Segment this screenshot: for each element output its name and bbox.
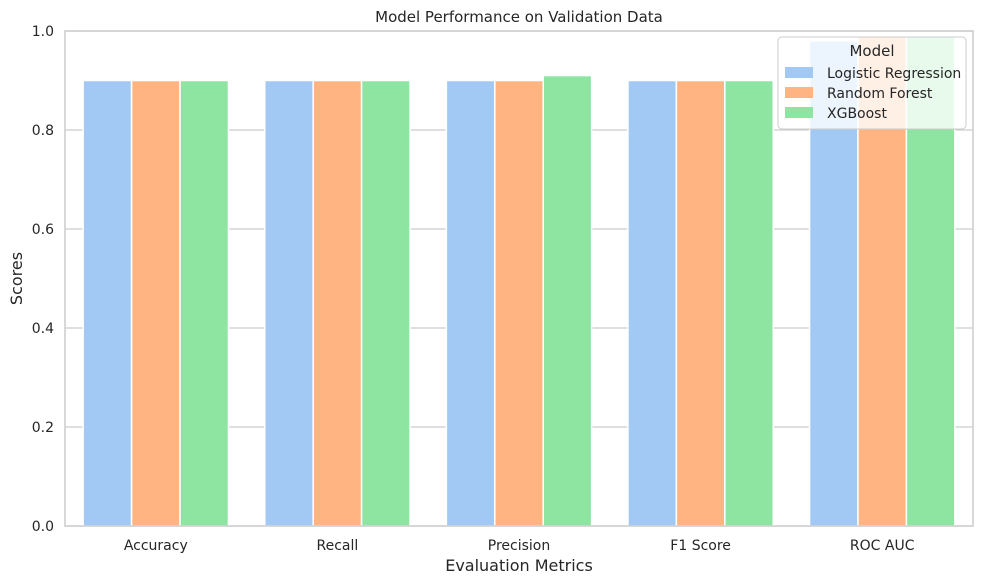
bar <box>445 79 496 527</box>
y-axis-title: Scores <box>7 252 26 305</box>
legend-title: Model <box>849 42 894 60</box>
legend-label: XGBoost <box>827 106 887 122</box>
legend-swatch <box>785 87 813 98</box>
bar <box>312 79 363 527</box>
legend: Model Logistic Regression Random Forest XG… <box>777 36 967 130</box>
bar <box>360 79 411 527</box>
bar <box>130 79 181 527</box>
legend-swatch <box>785 107 813 118</box>
x-tick-labels: Accuracy Recall Precision F1 Score ROC AUC <box>124 538 915 554</box>
legend-box <box>777 36 967 130</box>
chart-title: Model Performance on Validation Data <box>375 8 663 26</box>
bar <box>724 79 774 527</box>
y-tick-label: 0.8 <box>32 123 54 139</box>
x-tick-label: Precision <box>488 538 550 554</box>
y-tick-label: 0.2 <box>32 420 54 436</box>
bar <box>179 79 230 527</box>
bar <box>264 79 314 527</box>
legend-label: Logistic Regression <box>827 66 961 82</box>
y-tick-label: 0.0 <box>32 519 54 535</box>
x-tick-label: ROC AUC <box>850 538 915 554</box>
x-tick-label: Accuracy <box>124 538 188 554</box>
x-axis-title: Evaluation Metrics <box>445 556 593 575</box>
y-tick-label: 0.4 <box>32 321 54 337</box>
plot-frame <box>64 30 974 527</box>
legend-items: Logistic Regression Random Forest XGBoost <box>785 66 961 122</box>
x-tick-label: F1 Score <box>670 538 731 554</box>
x-tick-label: Recall <box>317 538 359 554</box>
bar <box>675 79 726 527</box>
bar <box>542 74 593 527</box>
y-tick-labels: 0.0 0.2 0.4 0.6 0.8 1.0 <box>32 24 54 535</box>
y-tick-label: 1.0 <box>32 24 54 40</box>
bar <box>627 79 678 527</box>
bar <box>494 79 544 527</box>
legend-swatch <box>785 67 813 78</box>
bar <box>82 79 133 527</box>
y-tick-label: 0.6 <box>32 222 54 238</box>
legend-label: Random Forest <box>827 86 933 102</box>
